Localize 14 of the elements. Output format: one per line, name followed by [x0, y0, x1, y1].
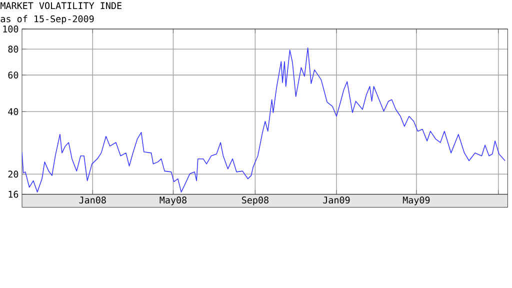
y-tick-label: 100 [3, 26, 18, 32]
x-tick-label: Sep08 [242, 196, 268, 206]
line-series [22, 47, 506, 192]
x-tick-label: May09 [402, 196, 430, 206]
y-tick-label: 80 [8, 46, 18, 53]
y-tick-label: 60 [8, 72, 18, 79]
y-tick-label: 20 [8, 170, 18, 178]
x-tick-label: Jan08 [79, 196, 106, 204]
chart-title: MARKET VOLATILITY INDE [0, 2, 122, 10]
y-tick-label: 40 [8, 108, 18, 116]
chart-subtitle: as of 15-Sep-2009 [0, 15, 94, 24]
x-tick-label: Jan09 [323, 196, 350, 204]
x-tick-label: May08 [160, 196, 187, 206]
y-tick-label: 16 [8, 190, 18, 198]
